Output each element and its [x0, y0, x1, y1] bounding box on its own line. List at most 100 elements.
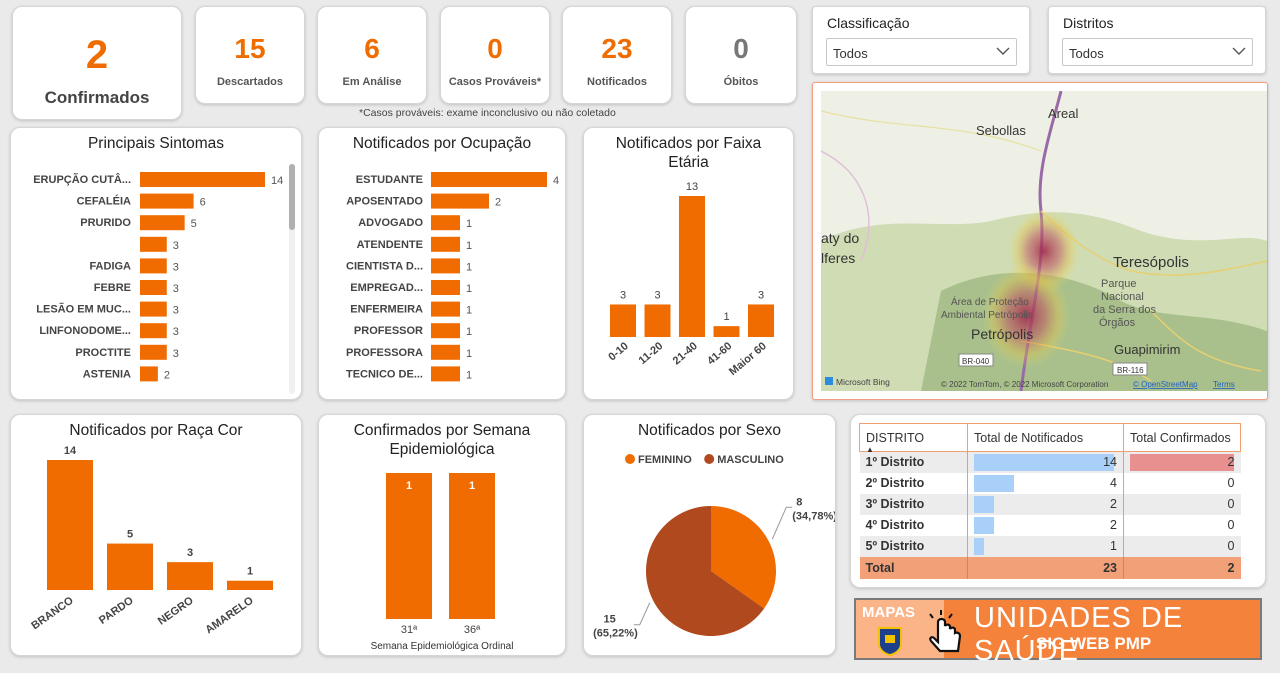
map-terms-link[interactable]: Terms	[1213, 380, 1235, 389]
sintomas-value-label: 3	[173, 240, 179, 252]
col-total-confirmados[interactable]: Total Confirmados	[1123, 423, 1241, 452]
ocupacao-value-label: 1	[466, 348, 472, 360]
faixa-value-label: 3	[620, 289, 626, 301]
raca-value-label: 14	[64, 445, 77, 457]
kpi-em-analise[interactable]: 6 Em Análise	[317, 6, 427, 104]
faixa-bar	[713, 326, 740, 337]
district-name-cell: 3º Distrito	[859, 493, 968, 515]
sintomas-value-label: 5	[191, 218, 197, 230]
sintomas-value-label: 3	[173, 261, 179, 273]
map-osm-link[interactable]: © OpenStreetMap	[1133, 380, 1198, 389]
table-row[interactable]: 4º Distrito 2 0	[859, 514, 1241, 536]
kpi-obitos[interactable]: 0 Óbitos	[685, 6, 797, 104]
faixa-category-label: 11-20	[637, 340, 666, 367]
pie-value-label: 15	[603, 614, 615, 626]
notificados-databar	[974, 474, 1014, 492]
ocupacao-bar	[431, 236, 460, 252]
ocupacao-value-label: 1	[466, 240, 472, 252]
table-total-row: Total 23 2	[859, 556, 1241, 579]
map-provider: Microsoft Bing	[836, 377, 890, 387]
sort-up-icon: ▲	[866, 445, 874, 454]
kpi-obitos-value: 0	[733, 33, 749, 64]
classificacao-dropdown[interactable]: Todos	[826, 38, 1017, 66]
map-label-sebollas: Sebollas	[976, 123, 1026, 138]
sintomas-value-label: 3	[173, 305, 179, 317]
sintomas-category-label: FADIGA	[89, 260, 131, 272]
kpi-obitos-label: Óbitos	[723, 76, 759, 88]
legend-masculino-marker	[704, 454, 715, 464]
total-label: Total	[859, 556, 968, 579]
map-label-parque-1: Parque	[1101, 278, 1136, 290]
sintomas-value-label: 2	[164, 369, 170, 381]
ocupacao-bar	[431, 323, 460, 339]
notificados-cell: 2	[967, 514, 1124, 536]
chart-semana-title: Confirmados por Semana Epidemiológica	[353, 422, 531, 458]
map[interactable]: Sebollas Areal aty do lferes Teresópolis…	[821, 91, 1267, 391]
chart-ocupacao: Notificados por Ocupação ESTUDANTE 4 APOSE…	[318, 127, 566, 400]
sintomas-bar	[140, 215, 185, 231]
kpi-confirmados[interactable]: 2 Confirmados	[12, 6, 182, 120]
map-road-br116: BR-116	[1117, 366, 1144, 375]
map-label-parque-3: da Serra dos	[1093, 304, 1156, 316]
ocupacao-bar	[431, 215, 460, 231]
chart-faixa-etaria: Notificados por Faixa Etária 3 0-10 3 11-20…	[583, 127, 794, 400]
semana-category-label: 36ª	[464, 624, 481, 636]
district-table-card: DISTRITO ▲ Total de Notificados Total Co…	[850, 414, 1266, 588]
district-name-cell: 2º Distrito	[859, 472, 968, 494]
sintomas-bar	[140, 193, 194, 209]
map-label-apa-2: Ambiental Petrópolis	[941, 310, 1033, 321]
map-label-apa-1: Área de Proteção	[951, 295, 1029, 308]
banner-subtitle: SIG WEB PMP	[1036, 634, 1152, 653]
notificados-value: 4	[1110, 476, 1117, 490]
map-panel: Sebollas Areal aty do lferes Teresópolis…	[812, 82, 1268, 400]
faixa-value-label: 3	[758, 289, 764, 301]
sintomas-category-label: LESÃO EM MUC...	[36, 303, 131, 316]
kpi-casos-provaveis[interactable]: 0 Casos Prováveis*	[440, 6, 550, 104]
ocupacao-bar	[431, 172, 547, 187]
confirmados-cell: 0	[1124, 515, 1241, 536]
sintomas-bar	[140, 366, 158, 382]
distritos-dropdown[interactable]: Todos	[1062, 38, 1253, 66]
faixa-bar	[679, 196, 705, 337]
sintomas-value-label: 3	[173, 348, 179, 360]
sintomas-category-label: CEFALÉIA	[77, 195, 131, 208]
semana-value-label: 1	[469, 480, 475, 492]
kpi-casos-provaveis-label: Casos Prováveis*	[448, 76, 542, 88]
raca-bar	[167, 562, 213, 590]
ocupacao-category-label: EMPREGAD...	[350, 282, 423, 294]
legend-feminino-label: FEMININO	[638, 454, 692, 466]
ocupacao-category-label: CIENTISTA D...	[346, 260, 423, 272]
col-distrito[interactable]: DISTRITO ▲	[859, 423, 968, 454]
chart-ocupacao-title: Notificados por Ocupação	[352, 135, 532, 152]
chart-ocupacao-plot: ESTUDANTE 4 APOSENTADO 2 ADVOGADO 1 ATENDENTE 1…	[346, 172, 559, 382]
sintomas-value-label: 6	[200, 197, 206, 209]
district-name-cell: 5º Distrito	[859, 535, 968, 557]
table-row[interactable]: 2º Distrito 4 0	[859, 472, 1241, 494]
confirmados-cell: 0	[1124, 536, 1241, 557]
notificados-value: 2	[1110, 497, 1117, 511]
notificados-value: 1	[1110, 539, 1117, 553]
sintomas-category-label: PRURIDO	[80, 217, 131, 229]
ocupacao-bar	[431, 344, 460, 360]
semana-value-label: 1	[406, 480, 412, 492]
faixa-category-label: Maior 60	[727, 340, 769, 378]
table-row[interactable]: 5º Distrito 1 0	[859, 535, 1241, 557]
chart-raca-cor-plot: 14 BRANCO 5 PARDO 3 NEGRO 1 AMARELO	[29, 445, 273, 636]
ocupacao-value-label: 1	[466, 261, 472, 273]
chart-sintomas: Principais Sintomas ERUPÇÃO CUTÂ... 14 CEF…	[10, 127, 302, 400]
table-row[interactable]: 3º Distrito 2 0	[859, 493, 1241, 515]
kpi-notificados-label: Notificados	[587, 76, 647, 88]
chart-sintomas-scrollbar[interactable]	[289, 164, 295, 394]
col-total-notificados[interactable]: Total de Notificados	[967, 423, 1124, 452]
unidades-saude-banner[interactable]: MAPAS UNIDADES DE SAÚDE SIG WEB PMP	[854, 598, 1262, 667]
ocupacao-category-label: ATENDENTE	[357, 239, 423, 251]
sintomas-category-label: PROCTITE	[75, 347, 131, 359]
table-row[interactable]: 1º Distrito 14 2	[859, 451, 1241, 473]
pie-slice-masculino	[646, 506, 765, 636]
kpi-notificados[interactable]: 23 Notificados	[562, 6, 672, 104]
kpi-descartados[interactable]: 15 Descartados	[195, 6, 305, 104]
ocupacao-value-label: 2	[495, 197, 501, 209]
kpi-descartados-value: 15	[234, 33, 266, 64]
ocupacao-value-label: 1	[466, 283, 472, 295]
pie-percent-label: (34,78%)	[792, 510, 835, 522]
